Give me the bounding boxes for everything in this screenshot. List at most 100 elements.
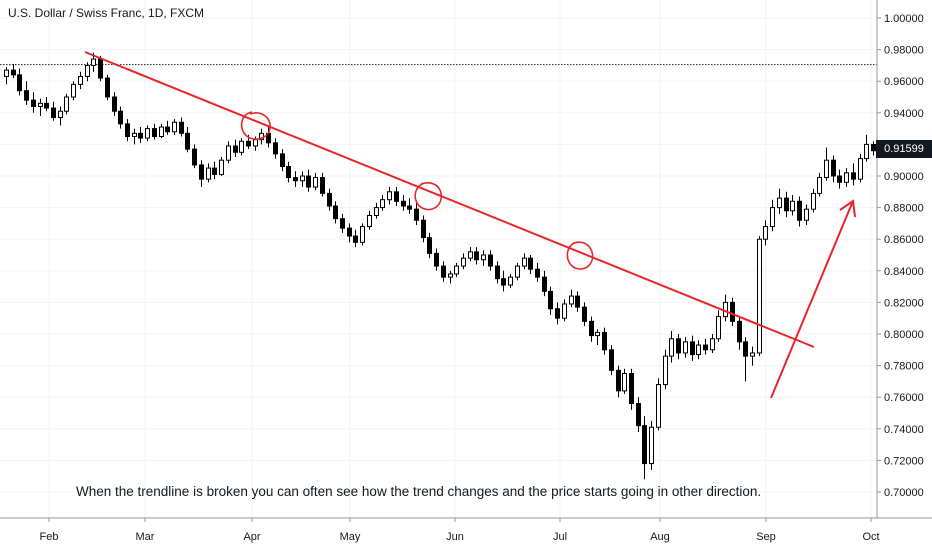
x-tick-label: Aug bbox=[650, 531, 670, 543]
candle bbox=[683, 337, 688, 358]
candle bbox=[824, 147, 829, 181]
candle-body-up bbox=[78, 75, 83, 85]
candle-body-up bbox=[374, 207, 379, 217]
candle-body-down bbox=[582, 306, 587, 322]
candle-body-down bbox=[401, 200, 406, 207]
candle bbox=[844, 168, 849, 188]
candle bbox=[219, 157, 224, 176]
candle bbox=[347, 223, 352, 243]
candle bbox=[327, 188, 332, 211]
candle bbox=[757, 236, 762, 357]
candle-body-up bbox=[454, 265, 459, 275]
candle-body-up bbox=[508, 276, 513, 286]
breakout-arrow-head bbox=[839, 199, 856, 218]
candle bbox=[669, 330, 674, 363]
candle-body-up bbox=[844, 172, 849, 183]
candle-body-down bbox=[353, 235, 358, 243]
candle-body-down bbox=[327, 192, 332, 207]
candle-body-down bbox=[737, 320, 742, 343]
candle-body-down bbox=[340, 218, 345, 229]
candle bbox=[864, 134, 869, 162]
candle bbox=[811, 188, 816, 213]
candle bbox=[582, 302, 587, 327]
candle-body-down bbox=[589, 320, 594, 337]
candle-body-up bbox=[481, 254, 486, 261]
candle-body-down bbox=[280, 153, 285, 168]
candle bbox=[71, 81, 76, 101]
candle bbox=[501, 270, 506, 292]
candle-body-up bbox=[663, 355, 668, 386]
candle bbox=[31, 92, 36, 113]
candle bbox=[434, 248, 439, 271]
candle bbox=[360, 223, 365, 246]
candle-body-down bbox=[306, 175, 311, 188]
candle bbox=[837, 169, 842, 189]
y-tick-label: 0.76000 bbox=[884, 392, 924, 404]
y-tick-label: 0.90000 bbox=[884, 171, 924, 183]
candle bbox=[797, 196, 802, 227]
candle bbox=[152, 123, 157, 140]
candle bbox=[495, 261, 500, 284]
candle-body-up bbox=[763, 226, 768, 240]
candle-body-down bbox=[125, 123, 130, 138]
candle-body-up bbox=[38, 102, 43, 107]
y-tick-label: 0.86000 bbox=[884, 234, 924, 246]
candle-body-up bbox=[522, 257, 527, 267]
candle bbox=[703, 338, 708, 355]
candle bbox=[690, 335, 695, 361]
candle-body-down bbox=[501, 278, 506, 286]
candle bbox=[293, 171, 298, 188]
candle bbox=[609, 345, 614, 376]
candle-body-up bbox=[622, 373, 627, 392]
chart-grid bbox=[0, 0, 877, 518]
candle-body-down bbox=[138, 132, 143, 139]
candle-body-down bbox=[629, 373, 634, 405]
candle bbox=[112, 92, 117, 116]
candle-body-down bbox=[784, 197, 789, 212]
candle-body-up bbox=[649, 426, 654, 465]
candle bbox=[622, 368, 627, 395]
candle-body-down bbox=[575, 295, 580, 308]
candle bbox=[770, 199, 775, 232]
y-tick-label: 0.70000 bbox=[884, 487, 924, 499]
candle-body-up bbox=[159, 126, 164, 137]
candle bbox=[427, 232, 432, 259]
candle bbox=[313, 172, 318, 191]
candle-body-down bbox=[24, 90, 29, 101]
candle bbox=[51, 101, 56, 121]
candle-body-up bbox=[683, 341, 688, 354]
candle bbox=[508, 273, 513, 289]
chart-drawings bbox=[84, 51, 856, 399]
chart-title: U.S. Dollar / Swiss Franc, 1D, FXCM bbox=[8, 6, 205, 20]
candle-body-up bbox=[569, 295, 574, 305]
x-tick-label: May bbox=[340, 531, 361, 543]
candle-body-up bbox=[468, 251, 473, 259]
y-tick-label: 0.78000 bbox=[884, 361, 924, 373]
candle bbox=[259, 128, 264, 145]
candle bbox=[461, 253, 466, 270]
candle bbox=[407, 198, 412, 214]
candle bbox=[562, 299, 567, 322]
y-tick-label: 0.96000 bbox=[884, 76, 924, 88]
candle bbox=[78, 71, 83, 90]
candle bbox=[589, 316, 594, 342]
candle bbox=[629, 368, 634, 410]
candle-body-down bbox=[286, 166, 291, 179]
candle-body-up bbox=[4, 69, 9, 77]
candle bbox=[239, 138, 244, 156]
candle bbox=[649, 420, 654, 470]
x-tick-label: Jun bbox=[446, 531, 464, 543]
time-axis[interactable]: Feb Mar Apr May Jun Jul Aug Sep Oct bbox=[40, 518, 880, 543]
y-tick-label: 0.98000 bbox=[884, 45, 924, 57]
candle bbox=[394, 187, 399, 207]
candle bbox=[159, 123, 164, 139]
candle bbox=[528, 255, 533, 274]
candle-body-up bbox=[91, 58, 96, 66]
candle bbox=[575, 291, 580, 312]
candle bbox=[723, 294, 728, 322]
candle bbox=[401, 194, 406, 211]
candle bbox=[555, 302, 560, 325]
candle bbox=[656, 378, 661, 431]
candle bbox=[421, 215, 426, 243]
